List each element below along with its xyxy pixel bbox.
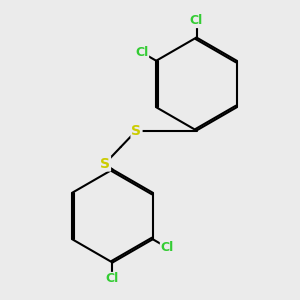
Text: Cl: Cl — [160, 241, 174, 254]
Text: S: S — [131, 124, 142, 137]
Text: Cl: Cl — [190, 14, 203, 28]
Text: Cl: Cl — [106, 272, 119, 286]
Text: Cl: Cl — [135, 46, 148, 59]
Text: S: S — [100, 157, 110, 170]
